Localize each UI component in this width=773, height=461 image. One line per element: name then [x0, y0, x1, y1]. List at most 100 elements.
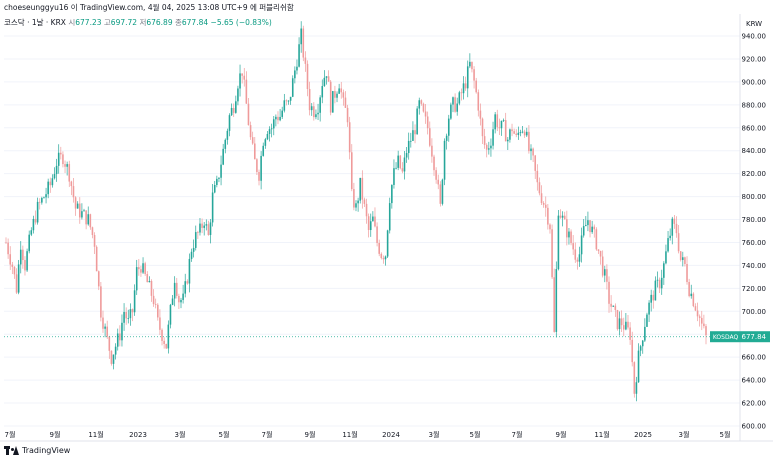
candle-body	[367, 216, 370, 231]
candle-body	[194, 232, 197, 248]
candle-body	[26, 251, 28, 271]
candle-body	[477, 92, 480, 111]
candle-body	[169, 304, 172, 325]
candle-body	[281, 110, 284, 117]
candle-body	[363, 199, 366, 204]
candle-body	[74, 197, 77, 209]
candle-body	[376, 226, 378, 243]
candle-body	[95, 246, 98, 272]
candle-body	[580, 235, 583, 255]
candle-body	[70, 181, 73, 187]
candle-body	[601, 256, 604, 276]
candle-body	[361, 177, 364, 200]
symbol-tag-label: KOSDAQ	[713, 334, 739, 341]
candle-body	[152, 295, 155, 305]
candle-body	[62, 154, 64, 165]
candle-body	[7, 242, 9, 255]
candle-body	[416, 108, 418, 135]
candle-body	[28, 234, 30, 252]
candle-body	[308, 88, 311, 111]
candle-body	[22, 249, 24, 261]
candle-body	[146, 274, 149, 283]
x-tick-label: 3월	[679, 430, 690, 439]
x-tick-label: 11월	[594, 430, 609, 439]
candle-body	[5, 242, 7, 244]
candle-body	[452, 97, 454, 105]
candle-body	[536, 170, 539, 183]
candle-body	[675, 223, 678, 234]
candle-body	[93, 235, 96, 247]
candle-body	[38, 201, 41, 203]
candle-body	[127, 318, 130, 319]
candle-body	[123, 311, 125, 323]
candle-body	[603, 269, 606, 276]
candle-body	[593, 226, 596, 230]
candle-body	[682, 257, 684, 260]
last-price-value: 677.84	[742, 333, 767, 341]
high-label: 고	[103, 18, 111, 27]
candle-body	[391, 184, 393, 204]
candle-body	[239, 73, 241, 89]
candle-body	[106, 326, 109, 337]
y-tick-label: 720.00	[742, 285, 767, 293]
candle-body	[251, 137, 254, 144]
candle-body	[456, 103, 459, 112]
candle-body	[488, 148, 490, 150]
candle-body	[291, 78, 294, 97]
candle-body	[144, 263, 146, 275]
candle-body	[534, 155, 537, 171]
candle-body	[201, 223, 203, 228]
candle-body	[532, 148, 534, 156]
low-label: 저	[139, 18, 147, 27]
candle-body	[694, 306, 697, 311]
candle-body	[686, 263, 688, 283]
candle-body	[572, 243, 574, 250]
candle-body	[378, 242, 380, 254]
y-tick-label: 940.00	[742, 33, 767, 41]
candle-body	[566, 219, 568, 238]
candle-body	[310, 106, 313, 111]
candle-body	[32, 218, 35, 231]
candle-body	[496, 114, 499, 128]
candle-body	[677, 233, 680, 252]
candle-body	[104, 326, 106, 329]
candle-body	[247, 103, 250, 126]
candle-body	[490, 145, 492, 149]
candle-body	[652, 294, 655, 301]
x-tick-label: 2024	[382, 431, 400, 439]
candle-body	[85, 210, 87, 225]
x-tick-label: 5월	[219, 430, 230, 439]
candle-body	[703, 323, 705, 327]
close-label: 종	[174, 18, 182, 27]
y-tick-label: 760.00	[742, 239, 767, 247]
candle-body	[15, 274, 18, 293]
candle-body	[315, 114, 317, 118]
candle-body	[679, 251, 682, 260]
candle-body	[76, 203, 79, 209]
candle-body	[116, 333, 119, 347]
candle-body	[340, 88, 343, 93]
publish-info: choeseunggyu16 이 TradingView.com, 4월 04,…	[4, 3, 294, 12]
candle-body	[412, 130, 414, 141]
candle-body	[64, 164, 66, 167]
symbol-name: 코스닥 · 1날 · KRX	[4, 18, 66, 27]
candle-body	[469, 61, 471, 67]
candle-body	[245, 79, 248, 104]
candle-body	[635, 382, 638, 394]
candle-body	[519, 132, 522, 133]
candle-body	[348, 122, 351, 153]
candle-body	[551, 229, 553, 278]
candle-body	[515, 133, 518, 135]
candle-body	[414, 130, 416, 135]
y-tick-label: 600.00	[742, 423, 767, 431]
candle-body	[698, 316, 701, 318]
candle-body	[41, 197, 43, 203]
candle-body	[272, 119, 275, 129]
candle-body	[530, 148, 532, 152]
candle-body	[485, 144, 488, 150]
x-tick-label: 7월	[512, 430, 523, 439]
candle-body	[443, 140, 446, 180]
candle-body	[483, 136, 486, 145]
candle-body	[277, 116, 279, 121]
